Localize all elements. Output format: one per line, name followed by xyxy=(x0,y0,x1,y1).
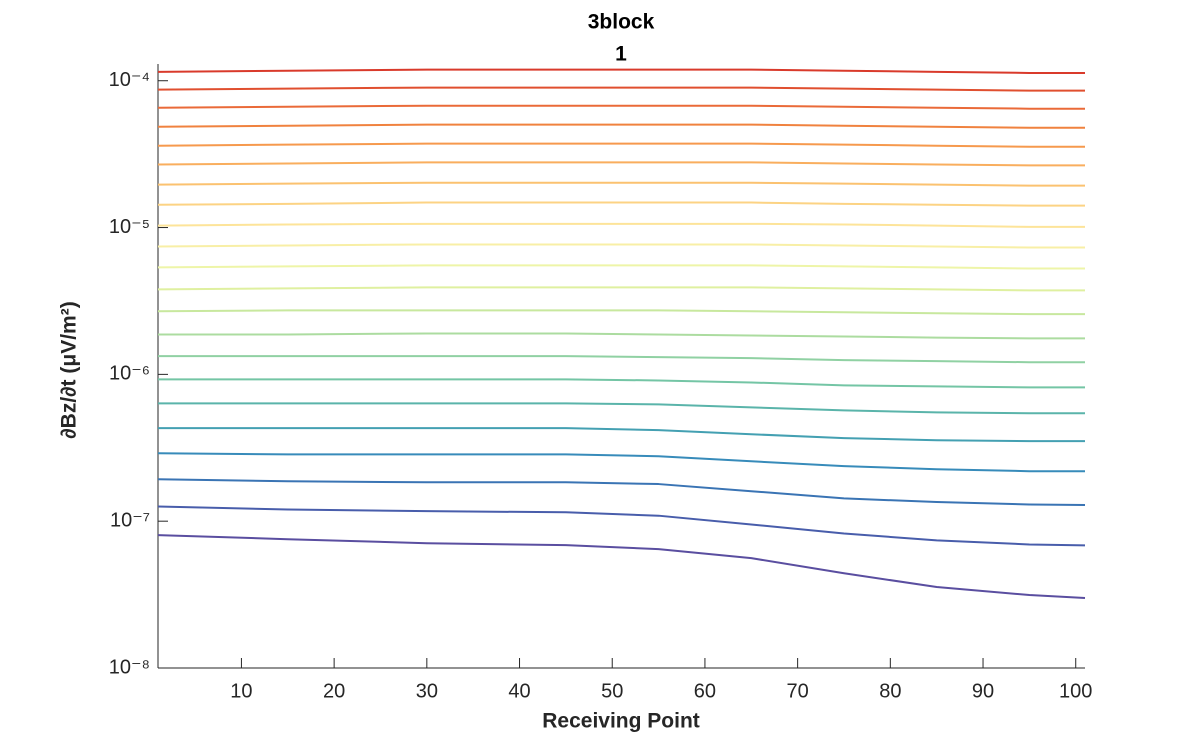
x-tick-label: 50 xyxy=(601,680,623,702)
x-tick-label: 100 xyxy=(1059,680,1092,702)
series-line xyxy=(157,222,1085,228)
series-line xyxy=(157,142,1085,148)
chart-subtitle: 1 xyxy=(615,43,627,66)
x-axis-label: Receiving Point xyxy=(542,710,700,733)
series-line xyxy=(157,161,1085,167)
series-line xyxy=(158,378,1085,389)
chart-title: 3block xyxy=(588,11,655,34)
series-line xyxy=(158,402,1085,415)
series-line xyxy=(157,123,1085,129)
y-axis-label: ∂Bz/∂t (μV/m²) xyxy=(58,301,81,438)
series-line xyxy=(157,478,1086,506)
series-line xyxy=(157,243,1085,249)
x-tick-label: 30 xyxy=(416,680,438,702)
x-tick-label: 80 xyxy=(879,680,901,702)
y-tick-label: 10⁻⁵ xyxy=(109,216,150,238)
y-tick-label: 10⁻⁸ xyxy=(109,656,150,678)
series-line xyxy=(157,181,1085,187)
series-line xyxy=(157,86,1085,92)
x-tick-label: 40 xyxy=(508,680,530,702)
series-line xyxy=(157,505,1086,547)
series-line xyxy=(158,427,1085,443)
series-line xyxy=(157,309,1085,316)
series-line xyxy=(157,452,1085,473)
series-line xyxy=(157,104,1085,110)
y-tick-label: 10⁻⁶ xyxy=(109,363,150,385)
x-tick-label: 90 xyxy=(972,680,994,702)
series-line xyxy=(157,201,1085,207)
x-tick-label: 60 xyxy=(694,680,716,702)
y-tick-label: 10⁻⁴ xyxy=(109,69,150,91)
series-line xyxy=(157,264,1085,270)
x-tick-label: 10 xyxy=(230,680,252,702)
series-line xyxy=(157,534,1086,599)
y-tick-label: 10⁻⁷ xyxy=(110,509,150,531)
series-line xyxy=(158,355,1085,364)
series-line xyxy=(157,286,1085,292)
series-line xyxy=(157,68,1085,74)
x-tick-label: 70 xyxy=(787,680,809,702)
series-line xyxy=(158,332,1085,340)
x-tick-label: 20 xyxy=(323,680,345,702)
